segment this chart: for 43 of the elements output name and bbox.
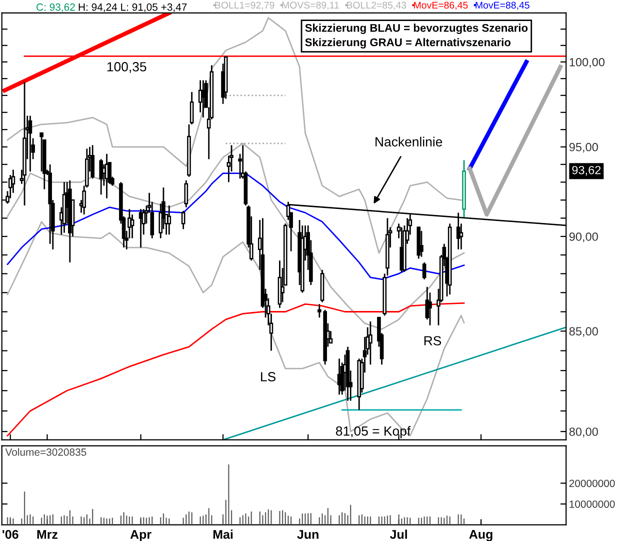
x-tick-label: Jun [297,530,318,539]
text: C: 93,62 [36,3,75,12]
y-tick-label: 100,00 [570,58,605,68]
candlestick [28,115,32,172]
y-tick-label: 80,00 [569,428,598,438]
annotation: Volume=3020835 [5,448,86,456]
candlestick [184,180,188,208]
candlestick [11,169,16,194]
y-tick-label: 95,00 [569,142,598,153]
candlestick [99,158,103,196]
x-tick-label: Aug [469,530,492,541]
line-series [6,221,465,436]
line-series [6,172,465,280]
text: H: 94,24 L: 91,05 +3,47 [78,3,187,12]
candlestick [420,230,424,258]
legend-label: MovE=86,45 [414,2,468,10]
y-tick-label: 90,00 [569,232,598,242]
annotation: RS [424,336,442,346]
candlestick [198,80,202,114]
annotation: 81,05 = Kopf [336,426,411,438]
y-tick-label: 10000000 [570,500,615,508]
annotation: Skizzierung BLAU = bevorzugtes Szenario Skizzierung GRAU = Alternativszenario [305,24,528,48]
candlestick [40,132,44,172]
candlestick [167,204,172,236]
text: 93,62 [572,166,601,176]
x-tick-label: '06 [2,530,18,539]
y-tick-label: 20000000 [569,480,615,488]
legend-label: MOVS=89,11 [282,2,339,10]
legend-label: BOLL1=92,79 [215,2,274,10]
annotation: 100,35 [107,62,146,73]
candlestick [181,210,186,230]
candlestick [190,91,194,126]
annotation: LS [261,372,276,382]
candlestick [422,262,426,280]
legend-label: MovE=88,45 [476,2,530,10]
legend-label: BOLL2=85,43 [347,2,406,10]
x-tick-label: Jul [390,530,407,539]
x-tick-label: Mai [213,530,233,539]
annotation: Nackenlinie [376,136,442,146]
candlestick [368,320,372,366]
x-tick-label: Mrz [37,530,58,539]
x-tick-label: Apr [130,530,152,541]
y-tick-label: 85,00 [569,327,598,337]
